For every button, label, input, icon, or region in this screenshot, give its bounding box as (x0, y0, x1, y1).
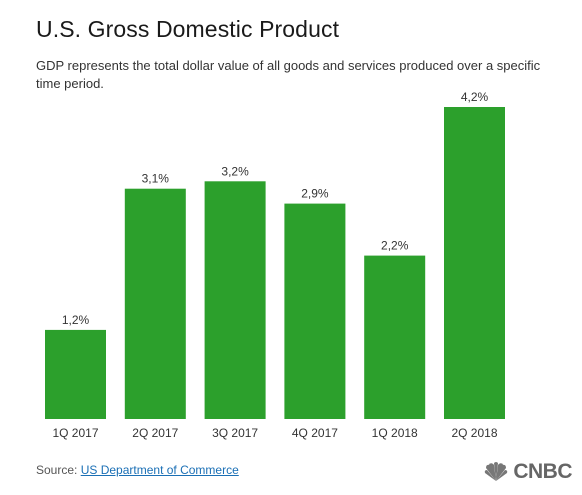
source-line: Source: US Department of Commerce (36, 463, 239, 477)
data-label: 2,2% (381, 239, 409, 253)
x-tick-label: 1Q 2017 (52, 426, 98, 440)
data-label: 4,2% (461, 90, 489, 104)
source-link[interactable]: US Department of Commerce (80, 463, 239, 477)
x-tick-label: 3Q 2017 (212, 426, 258, 440)
source-prefix: Source: (36, 463, 78, 477)
x-tick-label: 4Q 2017 (292, 426, 338, 440)
bar-2q-2018 (444, 107, 505, 419)
bar-4q-2017 (284, 203, 346, 419)
cnbc-logo: CNBC (483, 460, 572, 484)
x-tick-label: 2Q 2018 (451, 426, 497, 440)
bar-2q-2017 (124, 188, 186, 419)
peacock-icon (485, 462, 508, 481)
chart-title: U.S. Gross Domestic Product (36, 16, 340, 42)
bar-chart: 1,2% 1Q 2017 3,1% 2Q 2017 3,2% 3Q 2017 2,9% 4Q … (45, 90, 505, 440)
bar-1q-2018 (364, 255, 426, 419)
bar-3q-2017 (204, 181, 266, 419)
x-tick-label: 2Q 2017 (132, 426, 178, 440)
data-label: 3,2% (221, 164, 249, 178)
x-tick-label: 1Q 2018 (372, 426, 418, 440)
data-label: 1,2% (62, 313, 90, 327)
cnbc-logo-text: CNBC (513, 460, 572, 483)
data-label: 3,1% (142, 172, 170, 186)
bar-1q-2017 (45, 329, 106, 419)
chart-subtitle: GDP represents the total dollar value of… (36, 58, 541, 91)
data-label: 2,9% (301, 187, 329, 201)
